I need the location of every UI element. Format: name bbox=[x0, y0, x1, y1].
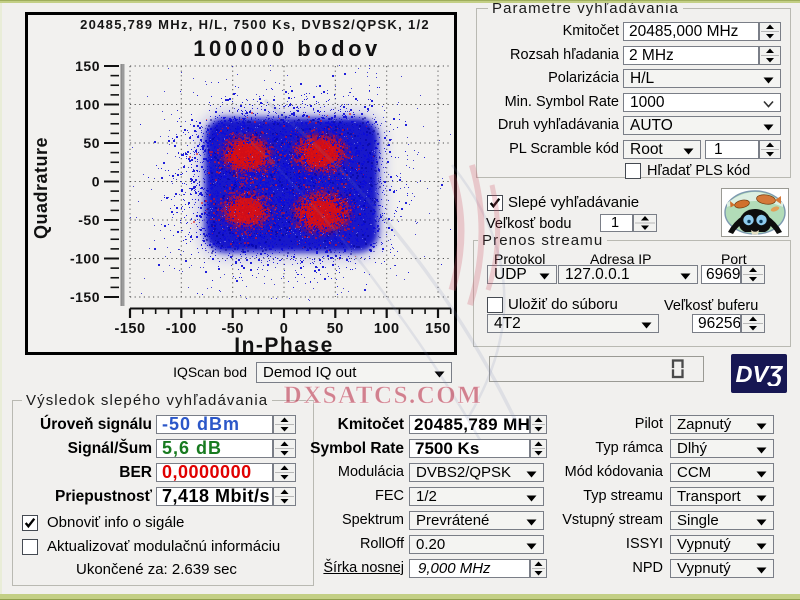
svg-text:0: 0 bbox=[280, 321, 289, 337]
svg-text:50: 50 bbox=[83, 135, 100, 151]
svg-text:-150: -150 bbox=[114, 321, 145, 337]
svg-text:-50: -50 bbox=[78, 212, 100, 228]
svg-text:100: 100 bbox=[75, 97, 100, 113]
svg-text:-50: -50 bbox=[221, 321, 243, 337]
svg-text:In-Phase: In-Phase bbox=[234, 334, 334, 355]
svg-text:100000 bodov: 100000 bodov bbox=[193, 36, 381, 61]
svg-text:150: 150 bbox=[425, 321, 451, 337]
svg-text:20485,789 MHz, H/L, 7500 Ks, D: 20485,789 MHz, H/L, 7500 Ks, DVBS2/QPSK,… bbox=[80, 17, 430, 32]
svg-text:DVƷ: DVƷ bbox=[736, 362, 784, 386]
svg-text:-100: -100 bbox=[70, 251, 100, 267]
svg-text:-100: -100 bbox=[166, 321, 197, 337]
svg-text:Quadrature: Quadrature bbox=[31, 137, 51, 239]
svg-text:50: 50 bbox=[327, 321, 344, 337]
svg-text:-150: -150 bbox=[70, 289, 100, 305]
svg-text:150: 150 bbox=[75, 58, 100, 74]
svg-text:0: 0 bbox=[92, 174, 100, 190]
svg-text:100: 100 bbox=[374, 321, 400, 337]
